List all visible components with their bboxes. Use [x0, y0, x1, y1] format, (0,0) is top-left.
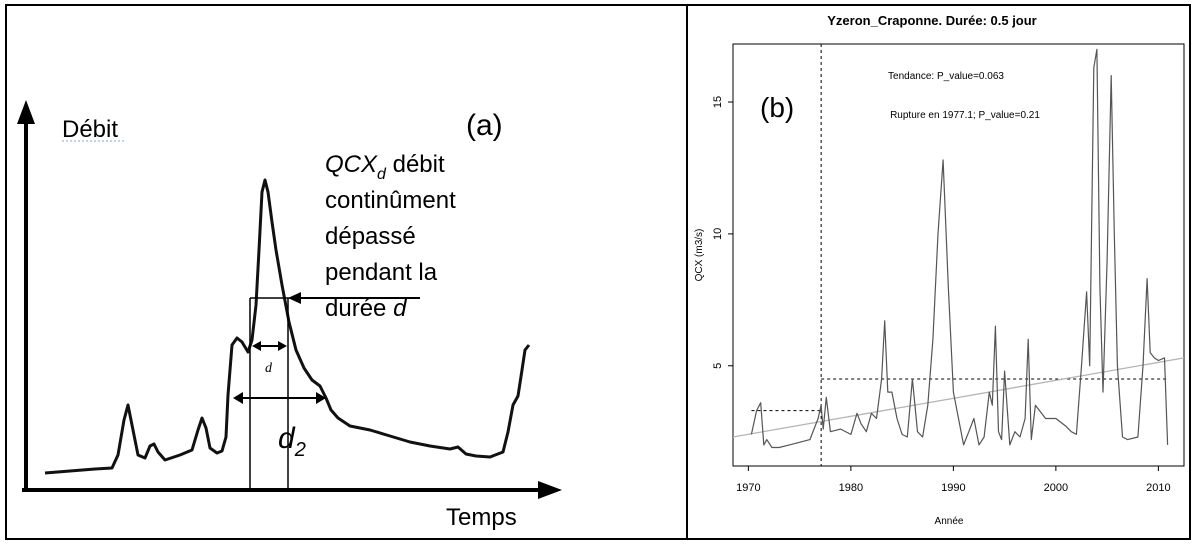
- d2-label: d2: [278, 422, 306, 461]
- panel-b: Yzeron_Craponne. Durée: 0.5 jour (b) Ten…: [694, 13, 1185, 527]
- y-tick-label: 5: [712, 363, 724, 369]
- figure-frame: [5, 4, 1191, 540]
- annotation-rupture: Rupture en 1977.1; P_value=0.21: [890, 110, 1040, 121]
- d-arrowhead-left: [252, 341, 261, 351]
- x-tick-label: 1970: [736, 482, 760, 494]
- x-axis-label-temps: Temps: [446, 504, 517, 531]
- y-tick-label: 10: [712, 228, 724, 240]
- chart-title: Yzeron_Craponne. Durée: 0.5 jour: [827, 13, 1037, 28]
- annotation-line-4: pendant la: [325, 259, 438, 286]
- annotation-tendance: Tendance: P_value=0.063: [888, 71, 1004, 82]
- x-tick-label: 2010: [1146, 482, 1170, 494]
- annotation-line-1: QCXd débit: [325, 151, 445, 183]
- threshold-arrowhead: [288, 292, 301, 304]
- x-tick-label: 1980: [839, 482, 863, 494]
- annotation-line-5: durée d: [325, 295, 407, 322]
- panel-b-label: (b): [760, 92, 794, 123]
- x-tick-label: 2000: [1044, 482, 1068, 494]
- series-group: [750, 48, 1169, 449]
- panel-a-x-arrowhead: [538, 481, 562, 499]
- panel-a-label: (a): [466, 109, 503, 142]
- panel-a-y-arrowhead: [17, 100, 35, 124]
- plot-box: [732, 43, 1185, 467]
- annotation-line-2: continûment: [325, 187, 456, 214]
- panel-a: d d2 Débit Temps (a) QCXd débit continûm…: [17, 100, 562, 531]
- guide-lines: [732, 44, 1185, 466]
- series-line: [750, 48, 1169, 449]
- y-tick-label: 15: [712, 96, 724, 108]
- trend-line: [732, 357, 1185, 438]
- hydrograph-curve: [44, 178, 531, 475]
- d-label: d: [265, 361, 273, 376]
- annotation-line-3: dépassé: [325, 223, 416, 250]
- x-tick-label: 1990: [941, 482, 965, 494]
- y-axis-title: QCX (m3/s): [694, 229, 705, 282]
- y-axis-label-debit: Débit: [62, 116, 118, 143]
- d-arrowhead-right: [278, 341, 287, 351]
- d2-arrowhead-left: [233, 392, 243, 404]
- d2-arrowhead-right: [316, 392, 326, 404]
- x-axis-title: Année: [935, 516, 964, 527]
- axis-ticks: 1970 1980 1990 2000 2010 5 10 15: [712, 96, 1171, 494]
